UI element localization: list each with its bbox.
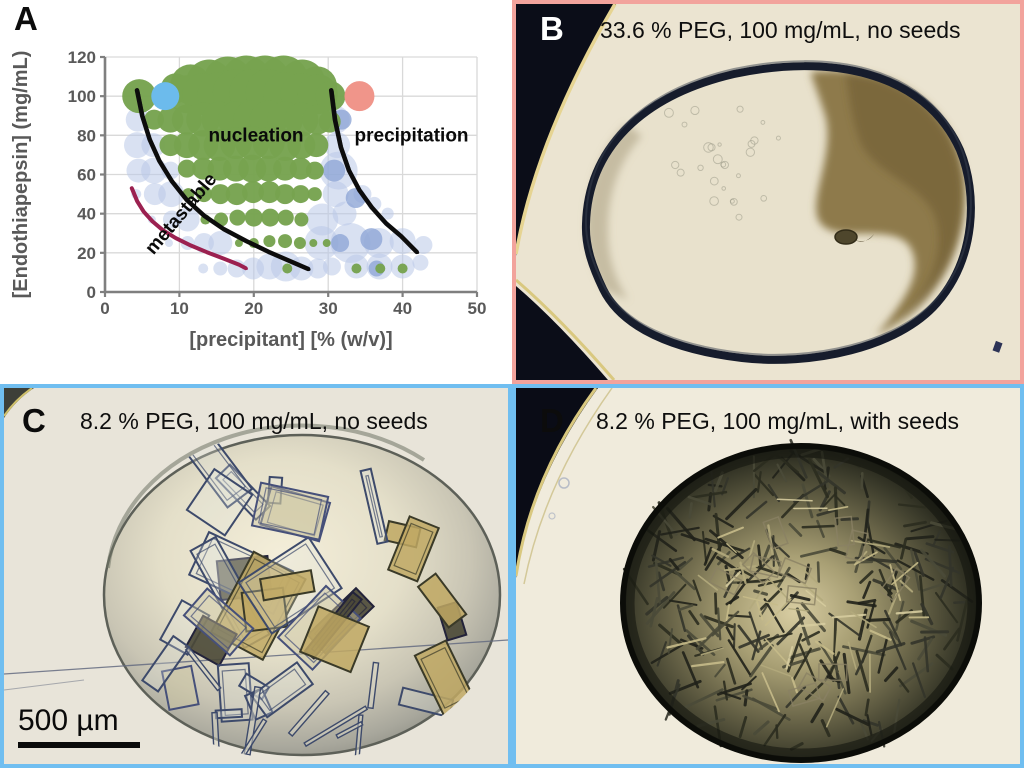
panel-d-micrograph-seeded: D 8.2 % PEG, 100 mg/mL, with seeds: [512, 384, 1024, 768]
scale-bar-label: 500 µm: [18, 704, 119, 737]
series-highlighted-condition-C: [151, 82, 180, 111]
micrograph-c-image: [4, 388, 508, 764]
scale-bar: 500 µm: [18, 704, 140, 748]
svg-text:30: 30: [319, 299, 338, 318]
svg-text:50: 50: [468, 299, 487, 318]
panel-letter-a: A: [14, 0, 38, 37]
crystal-plates: [140, 429, 477, 761]
svg-text:0: 0: [100, 299, 109, 318]
svg-text:100: 100: [68, 87, 96, 106]
svg-text:precipitation: precipitation: [355, 125, 469, 146]
svg-text:40: 40: [77, 205, 96, 224]
svg-text:nucleation: nucleation: [209, 125, 304, 146]
panel-letter-b: B: [540, 10, 564, 47]
svg-text:10: 10: [170, 299, 189, 318]
svg-text:20: 20: [244, 299, 263, 318]
svg-text:0: 0: [87, 283, 96, 302]
svg-text:40: 40: [393, 299, 412, 318]
micrograph-d-image: [516, 388, 1020, 764]
svg-text:[Endothiapepsin] (mg/mL): [Endothiapepsin] (mg/mL): [10, 51, 32, 299]
svg-text:120: 120: [68, 48, 96, 67]
svg-text:60: 60: [77, 166, 96, 185]
panel-d-title: 8.2 % PEG, 100 mg/mL, with seeds: [596, 408, 960, 434]
svg-text:[precipitant] [% (w/v)]: [precipitant] [% (w/v)]: [189, 329, 392, 351]
panel-b-micrograph-precipitation: B 33.6 % PEG, 100 mg/mL, no seeds: [512, 0, 1024, 384]
panel-letter-d: D: [540, 402, 564, 439]
panel-c-micrograph-crystals: C 8.2 % PEG, 100 mg/mL, no seeds 500 µm: [0, 384, 512, 768]
panel-c-title: 8.2 % PEG, 100 mg/mL, no seeds: [80, 408, 428, 434]
needle-crystals: [622, 438, 974, 751]
svg-text:20: 20: [77, 244, 96, 263]
series-crystals: [122, 55, 408, 274]
micrograph-b-image: [516, 4, 1020, 380]
panel-a-phase-diagram: 0 10 20 30 40 50 0 20 40 60 80 100 120 [precipitant] …: [0, 0, 512, 384]
panel-letter-c: C: [22, 402, 46, 439]
phase-diagram-chart: 0 10 20 30 40 50 0 20 40 60 80 100 120 [precipitant] …: [10, 48, 487, 351]
panel-b-title: 33.6 % PEG, 100 mg/mL, no seeds: [600, 17, 961, 43]
svg-text:80: 80: [77, 126, 96, 145]
series-highlighted-condition-B: [344, 81, 375, 112]
scale-bar-line: [18, 742, 140, 748]
